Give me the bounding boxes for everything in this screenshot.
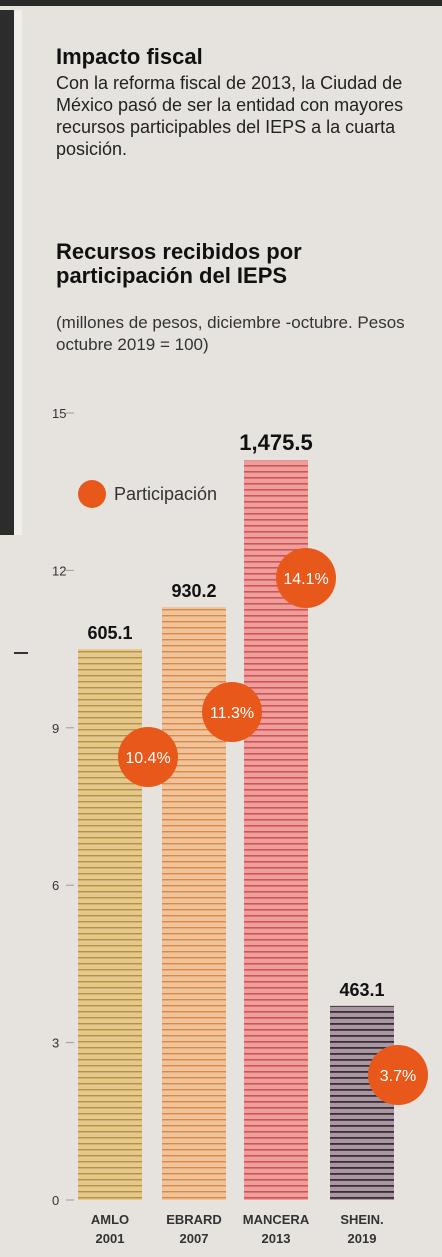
legend-swatch (78, 480, 106, 508)
bar-value-label: 1,475.5 (239, 430, 312, 455)
bar (330, 1005, 394, 1200)
bar-value-label: 605.1 (87, 623, 132, 643)
y-tick-label: 9 (52, 721, 59, 736)
participacion-label: 14.1% (283, 571, 328, 588)
bar-value-label: 930.2 (171, 581, 216, 601)
x-category-year: 2019 (348, 1231, 377, 1246)
x-category-label: AMLO (91, 1212, 129, 1227)
chart-subtitle: (millones de pesos, diciembre -octubre. … (56, 313, 405, 354)
participacion-bubble (202, 682, 262, 742)
x-category-label: MANCERA (243, 1212, 310, 1227)
bar-value-label: 463.1 (339, 980, 384, 1000)
y-tick-label: 15 (52, 406, 66, 421)
participacion-label: 10.4% (125, 750, 170, 767)
x-category-year: 2013 (262, 1231, 291, 1246)
x-category-label: SHEIN. (340, 1212, 383, 1227)
chart-title: Recursos recibidos por participación del… (56, 239, 302, 288)
y-tick-label: 6 (52, 878, 59, 893)
participacion-label: 3.7% (380, 1068, 416, 1085)
page-title: Impacto fiscal (56, 44, 203, 69)
x-category-year: 2007 (180, 1231, 209, 1246)
participacion-bubble (368, 1045, 428, 1105)
x-category-year: 2001 (96, 1231, 125, 1246)
legend-label: Participación (114, 484, 217, 504)
participacion-label: 11.3% (210, 705, 254, 722)
participacion-bubble (118, 727, 178, 787)
participacion-bubble (276, 548, 336, 608)
left-edge-gap (14, 10, 22, 535)
y-tick-label: 12 (52, 563, 66, 578)
left-edge-bar (0, 10, 14, 535)
y-tick-label: 0 (52, 1193, 59, 1208)
x-category-label: EBRARD (166, 1212, 222, 1227)
intro-text: Con la reforma fiscal de 2013, la Ciudad… (56, 73, 404, 159)
top-rule (0, 0, 442, 6)
left-edge-tick (14, 652, 28, 654)
y-tick-label: 3 (52, 1036, 59, 1051)
